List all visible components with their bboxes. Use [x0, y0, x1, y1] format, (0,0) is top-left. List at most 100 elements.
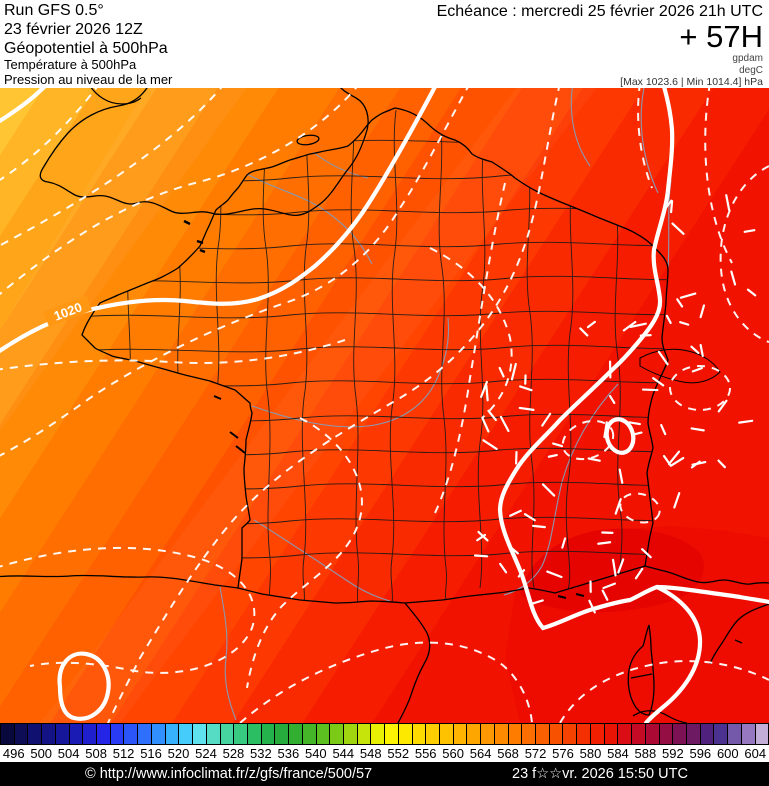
- colorbar-cell: [439, 723, 454, 745]
- colorbar-tick-label: 556: [414, 746, 437, 761]
- department-borders-segment: [82, 275, 668, 284]
- colorbar-tick-label: 496: [2, 746, 25, 761]
- colorbar: [0, 723, 769, 745]
- rivers-segment: [219, 586, 237, 721]
- colorbar-cell: [397, 723, 413, 745]
- temperature-dash: [617, 558, 625, 574]
- colorbar-tick-label: 564: [469, 746, 492, 761]
- temperature-dash: [618, 468, 624, 484]
- temperature-dash: [725, 194, 731, 212]
- colorbar-cell: [644, 723, 660, 745]
- colorbar-cell: [713, 723, 729, 745]
- colorbar-tick-label: 512: [112, 746, 135, 761]
- department-borders-segment: [82, 344, 668, 353]
- temperature-contours-dashed-segment: [434, 182, 506, 514]
- colorbar-tick-label: 520: [167, 746, 190, 761]
- department-borders-segment: [262, 108, 272, 603]
- temperature-dash: [611, 558, 617, 577]
- sardinia-coast: [632, 710, 688, 724]
- temperature-dash: [670, 200, 674, 214]
- temperature-dash: [481, 416, 490, 433]
- temperature-dash: [679, 321, 690, 326]
- colorbar-cell: [411, 723, 427, 745]
- temperature-dash: [601, 589, 609, 601]
- department-borders-segment: [565, 182, 574, 591]
- rivers-segment: [640, 82, 659, 194]
- temperature-dash: [629, 322, 647, 329]
- colorbar-tick-label: 600: [716, 746, 739, 761]
- temperature-dash: [597, 541, 612, 545]
- tuscany-coast: [709, 603, 769, 665]
- department-borders-segment: [350, 108, 360, 603]
- department-borders-segment: [477, 142, 486, 589]
- temperature-dash: [499, 562, 508, 574]
- copyright-url: © http://www.infoclimat.fr/z/gfs/france/…: [85, 766, 373, 782]
- colorbar-cell: [589, 723, 605, 745]
- colorbar-cell: [192, 723, 207, 745]
- isobar-alps-loop: [604, 417, 636, 455]
- colorbar-cell: [68, 723, 84, 745]
- colorbar-cell: [658, 723, 674, 745]
- colorbar-cell: [109, 723, 125, 745]
- temperature-contours-dashed-segment: [429, 247, 513, 419]
- temperature-dash: [518, 406, 535, 411]
- temperature-dash: [480, 380, 488, 398]
- isobar-nw-corner: [0, 80, 51, 124]
- temperature-dash: [476, 533, 487, 542]
- generation-timestamp: 23 f☆☆vr. 2026 15:50 UTC: [512, 766, 688, 782]
- unit-gpdam: gpdam: [732, 53, 763, 64]
- temperature-contours-dashed-segment: [619, 492, 661, 524]
- validity-block: Echéance : mercredi 25 février 2026 21h …: [437, 2, 763, 88]
- temperature-dash: [634, 567, 644, 580]
- colorbar-cell: [562, 723, 578, 745]
- temperature-dash: [602, 582, 616, 590]
- spain-coast: [0, 574, 239, 589]
- temperature-dash: [738, 419, 754, 424]
- temperature-dash: [552, 442, 564, 448]
- colorbar-cell: [370, 723, 386, 745]
- colorbar-cell: [301, 723, 317, 745]
- param-temperature: Température à 500hPa: [4, 57, 137, 72]
- colorbar-tick-label: 552: [387, 746, 410, 761]
- colorbar-cell: [466, 723, 482, 745]
- pressure-minmax: [Max 1023.6 | Min 1014.4] hPa: [620, 76, 763, 88]
- temperature-dash: [509, 509, 522, 517]
- temperature-dash: [641, 388, 659, 392]
- department-borders-segment: [614, 207, 623, 584]
- colorbar-cell: [535, 723, 550, 745]
- alpine-dash-cluster: [473, 194, 757, 614]
- department-borders-segment: [389, 109, 398, 603]
- colorbar-tick-label: 588: [634, 746, 657, 761]
- temperature-dash: [487, 409, 497, 422]
- bristol-channel: [87, 82, 142, 105]
- colorbar-cell: [754, 723, 769, 745]
- temperature-dash: [673, 492, 681, 509]
- temperature-dash: [671, 222, 685, 235]
- department-borders-segment: [82, 310, 668, 319]
- run-date: 23 février 2026 12Z: [4, 21, 143, 38]
- coastlines: [0, 82, 769, 724]
- colorbar-tick-label: 548: [359, 746, 382, 761]
- england-coast: [39, 82, 369, 216]
- temperature-dash: [541, 412, 552, 427]
- temperature-dash: [652, 377, 665, 387]
- temperature-dash: [485, 384, 489, 402]
- colorbar-tick-label: 516: [140, 746, 162, 761]
- colorbar-cell: [507, 723, 523, 745]
- colorbar-tick-label: 540: [304, 746, 327, 761]
- temperature-dash: [523, 513, 536, 522]
- colorbar-cell: [329, 723, 344, 745]
- colorbar-cell: [315, 723, 331, 745]
- colorbar-cell: [576, 723, 591, 745]
- colorbar-tick-label: 560: [442, 746, 465, 761]
- temperature-dash: [690, 345, 700, 355]
- rivers-segment: [253, 519, 391, 602]
- colorbar-cell: [219, 723, 235, 745]
- temperature-dash: [586, 320, 596, 329]
- colorbar-cell: [425, 723, 440, 745]
- temperature-contours-dashed-segment: [0, 82, 361, 296]
- rivers: [219, 82, 672, 721]
- colorbar-cell: [342, 723, 358, 745]
- field-fill-segment: [520, 528, 704, 613]
- colorbar-cell: [384, 723, 399, 745]
